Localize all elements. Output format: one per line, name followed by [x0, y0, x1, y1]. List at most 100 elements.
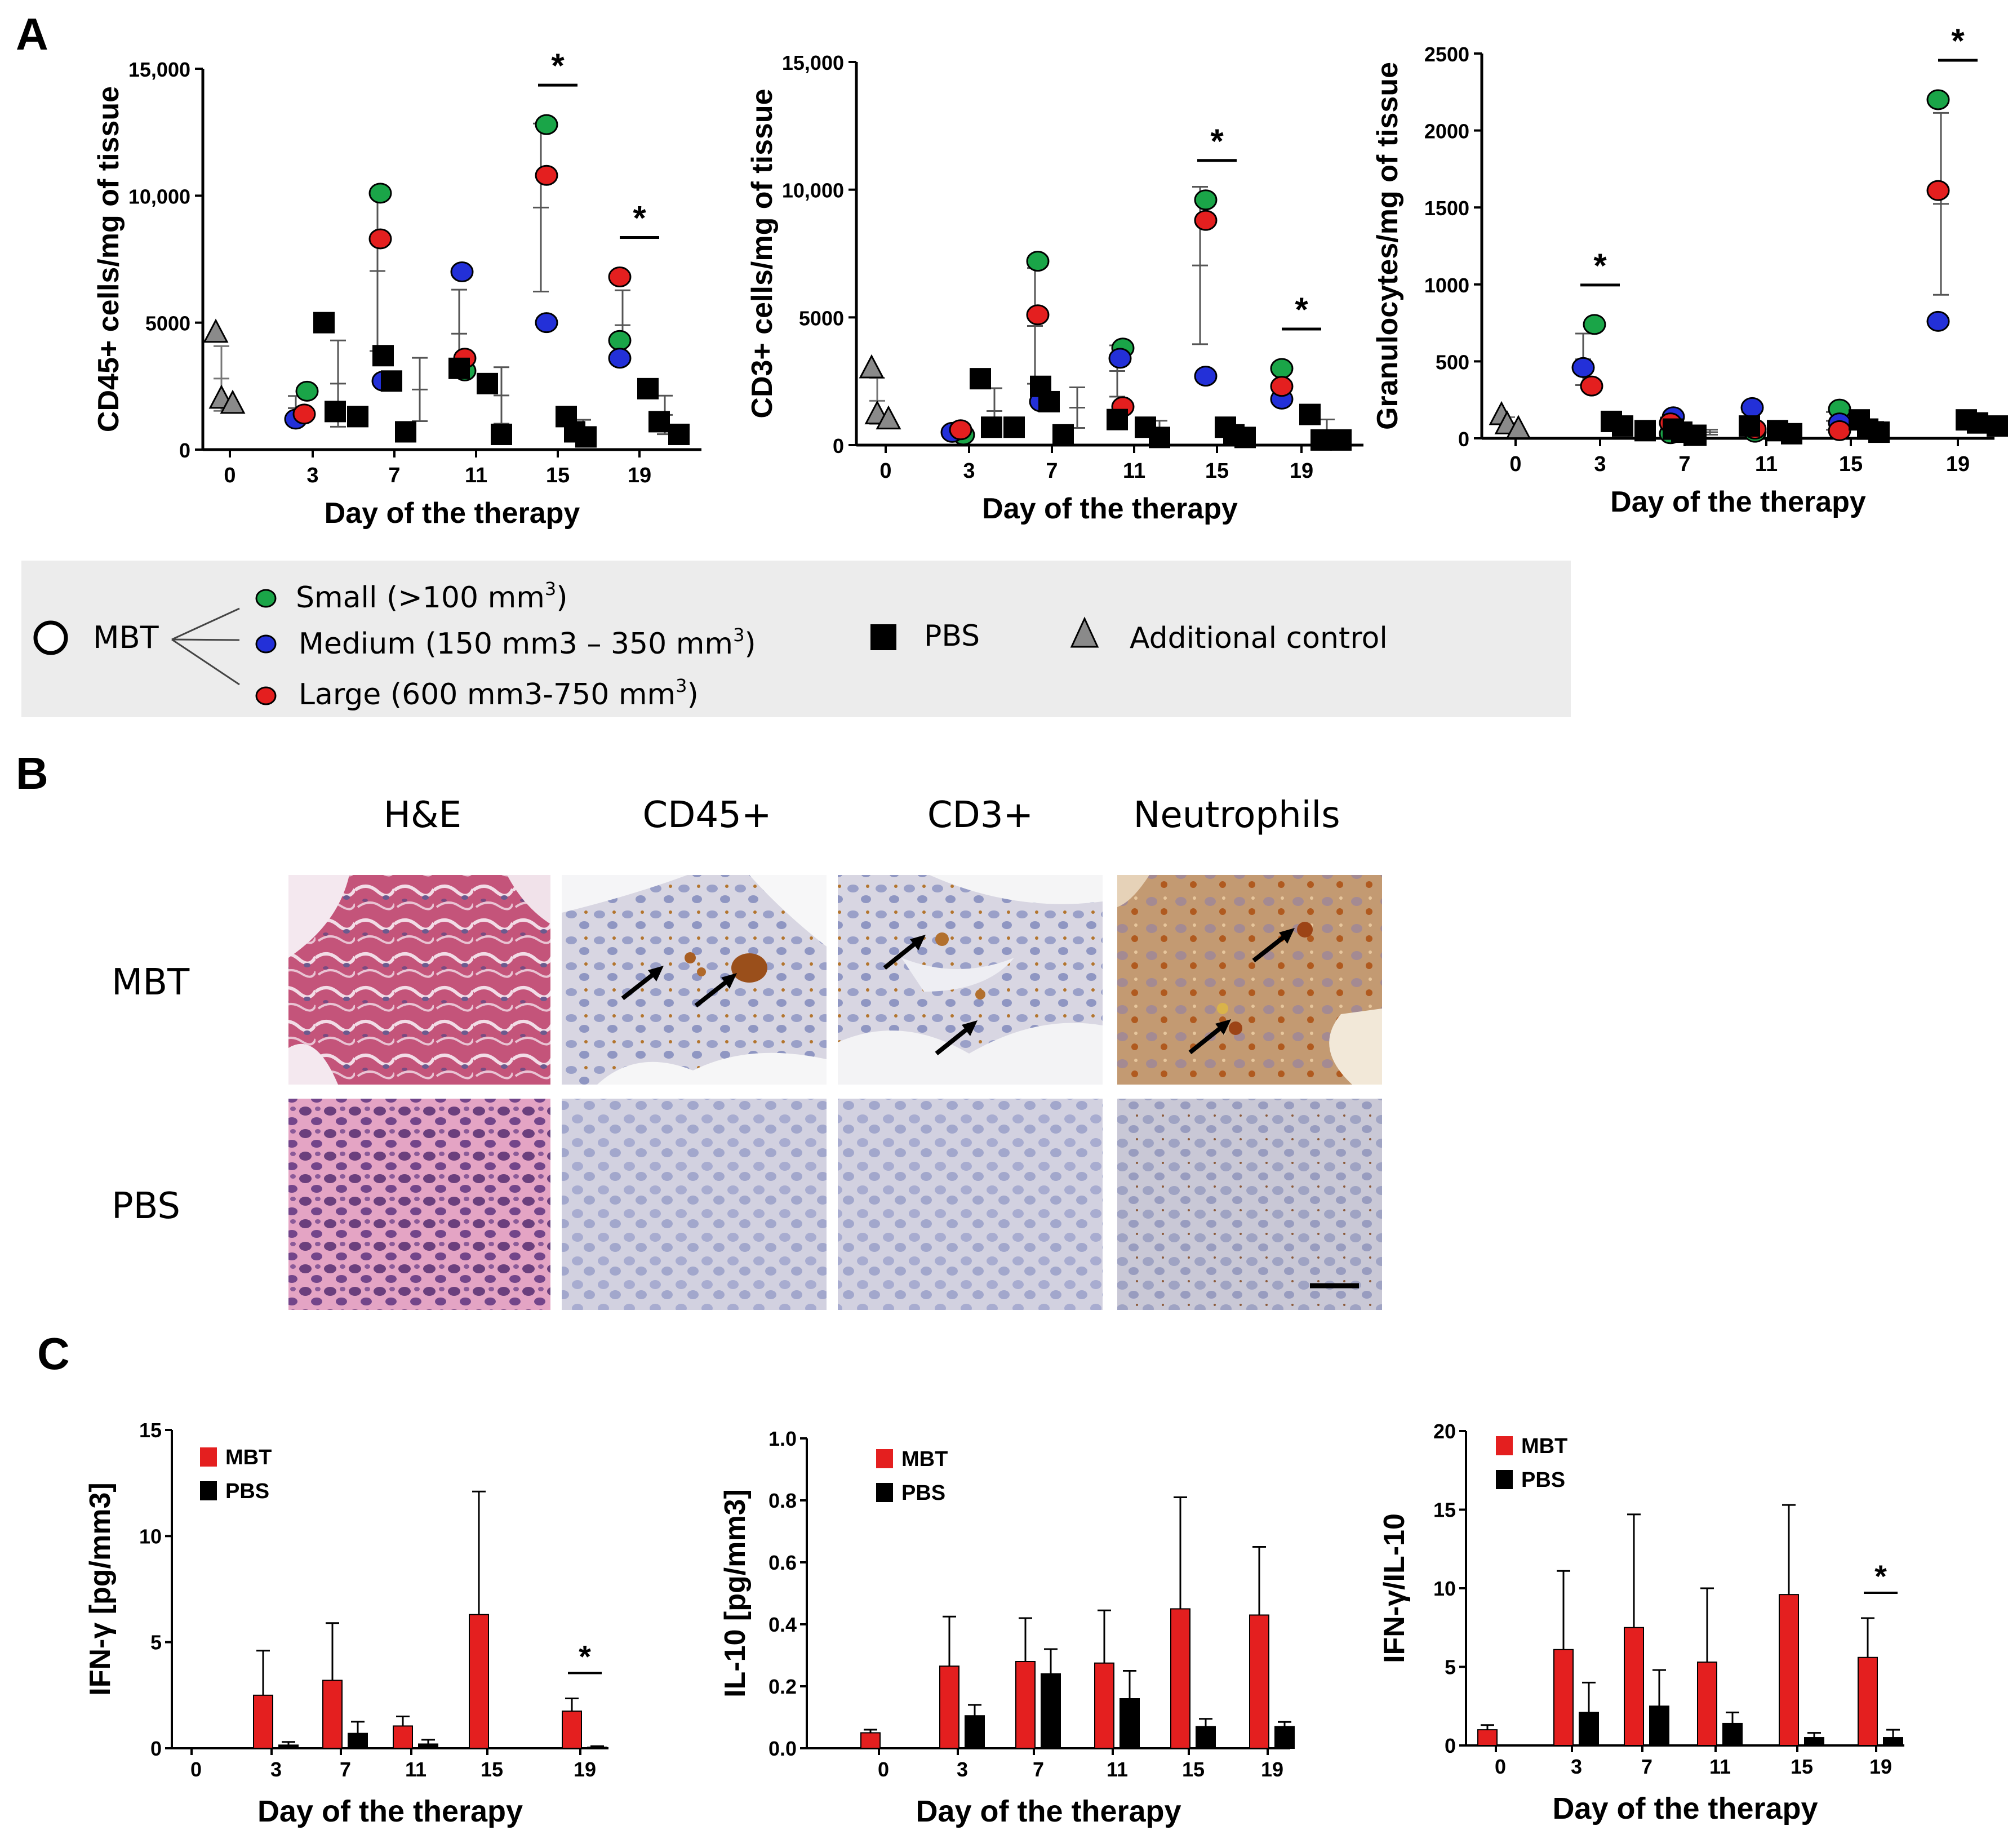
neutrophils-mbt-micrograph: [1117, 875, 1382, 1085]
small-tumor-point: [1026, 251, 1050, 272]
mbt-legend-label: MBT: [1521, 1434, 1567, 1458]
pbs-point: [1739, 415, 1760, 437]
legend-control-label: Additional control: [1130, 621, 1388, 655]
pbs-point: [1038, 390, 1060, 412]
x-tick-label: 11: [1709, 1755, 1731, 1778]
pbs-point: [477, 372, 498, 394]
y-tick-label: 10,000: [128, 185, 190, 208]
pbs-point: [1612, 415, 1633, 437]
pbs-bar: [587, 1747, 607, 1749]
x-tick-label: 19: [1290, 459, 1313, 483]
pbs-bar: [1041, 1673, 1061, 1749]
y-tick-label: 15,000: [782, 51, 844, 74]
pbs-bar: [418, 1743, 438, 1749]
pbs-point: [1781, 423, 1802, 445]
x-tick-label: 3: [957, 1758, 968, 1781]
y-tick-label: 5000: [145, 312, 190, 335]
ifng-il10-ratio-bar-chart: 0 5 10 15 20 0 3 7 11 15 19 Day of the therapy IFN-γ…: [1378, 1420, 1904, 1825]
control-point: [1505, 415, 1531, 439]
x-tick-label: 11: [405, 1758, 427, 1781]
x-tick-label: 11: [1123, 459, 1145, 483]
x-tick-label: 7: [1046, 459, 1058, 483]
y-axis-title: CD45+ cells/mg of tissue: [92, 86, 125, 432]
x-tick-label: 19: [1261, 1758, 1283, 1781]
x-tick-label: 3: [1594, 452, 1606, 476]
x-tick-label: 7: [1641, 1755, 1652, 1778]
legend-mbt-label: MBT: [93, 620, 159, 655]
x-tick-label: 19: [574, 1758, 596, 1781]
legend-large-dot: [255, 686, 277, 705]
significance-star: *: [1210, 122, 1224, 160]
legend-branch-line-mid: [171, 638, 240, 641]
mbt-bar: [939, 1665, 959, 1749]
pbs-point: [347, 406, 368, 428]
pbs-point: [970, 368, 991, 390]
pbs-bar: [1274, 1726, 1295, 1749]
x-tick-label: 15: [1205, 459, 1229, 483]
pbs-point: [575, 426, 597, 448]
control-point: [876, 405, 901, 430]
pbs-point: [381, 370, 402, 392]
pbs-point: [491, 423, 512, 445]
x-axis-title: Day of the therapy: [325, 497, 580, 530]
small-tumor-point: [1926, 89, 1950, 110]
pbs-bar: [1804, 1737, 1824, 1747]
large-tumor-point: [292, 403, 316, 425]
medium-tumor-point: [1740, 397, 1764, 418]
mbt-bar: [1697, 1662, 1717, 1746]
pbs-point: [648, 411, 670, 433]
histology-column-he: H&E: [384, 794, 461, 836]
large-tumor-point: [1926, 180, 1950, 201]
mbt-bar: [1170, 1608, 1190, 1749]
y-tick-label: 15,000: [128, 58, 190, 81]
medium-tumor-point: [535, 312, 558, 334]
cd45-pbs-micrograph: [562, 1099, 827, 1310]
cd3-pbs-micrograph: [838, 1099, 1103, 1310]
medium-tumor-point: [1108, 348, 1132, 369]
legend-background: [21, 561, 1571, 717]
pbs-bar: [278, 1744, 299, 1749]
y-tick-label: 10: [1433, 1577, 1456, 1600]
pbs-point: [1234, 427, 1256, 448]
pbs-legend-swatch: [876, 1483, 893, 1502]
significance-star: *: [1295, 291, 1308, 328]
pbs-point: [372, 345, 394, 367]
large-tumor-point: [608, 266, 632, 288]
mbt-bar: [253, 1694, 273, 1749]
small-tumor-point: [608, 330, 632, 351]
pbs-point: [1868, 421, 1890, 443]
medium-tumor-point: [608, 348, 632, 369]
pbs-legend-swatch: [200, 1481, 217, 1500]
y-tick-label: 500: [1436, 350, 1469, 374]
x-tick-label: 3: [270, 1758, 282, 1781]
x-tick-label: 15: [1839, 452, 1863, 476]
x-tick-label: 15: [546, 464, 570, 487]
y-tick-label: 0: [1445, 1734, 1456, 1757]
pbs-point: [1987, 415, 2008, 437]
mbt-bar: [1015, 1661, 1036, 1749]
y-tick-label: 15: [139, 1419, 162, 1442]
large-tumor-point: [1270, 376, 1294, 397]
legend-small-label: Small (>100 mm3): [296, 578, 568, 615]
histology-row-mbt: MBT: [112, 962, 190, 1003]
mbt-legend-swatch: [1496, 1436, 1513, 1455]
neutrophils-pbs-micrograph: [1117, 1099, 1382, 1310]
pbs-point: [1634, 420, 1656, 442]
mbt-legend-label: MBT: [225, 1446, 272, 1469]
pbs-bar: [348, 1732, 368, 1749]
medium-tumor-point: [450, 261, 474, 283]
x-tick-label: 19: [628, 464, 651, 487]
panel-label-c: C: [37, 1329, 70, 1379]
mbt-bar: [1779, 1594, 1799, 1746]
mbt-bar: [1624, 1627, 1644, 1746]
he-mbt-micrograph: [288, 875, 550, 1085]
y-tick-label: 0: [179, 439, 190, 462]
pbs-point: [313, 312, 335, 334]
legend-large-label: Large (600 mm3-750 mm3): [299, 675, 699, 712]
pbs-point: [395, 421, 416, 443]
pbs-point: [1967, 412, 1988, 434]
small-tumor-point: [368, 183, 392, 204]
legend-branch-line-bottom: [171, 638, 240, 686]
il10-bar-chart: 0.0 0.2 0.4 0.6 0.8 1.0 0 3 7 11 15 19 Day of the th…: [719, 1427, 1295, 1828]
